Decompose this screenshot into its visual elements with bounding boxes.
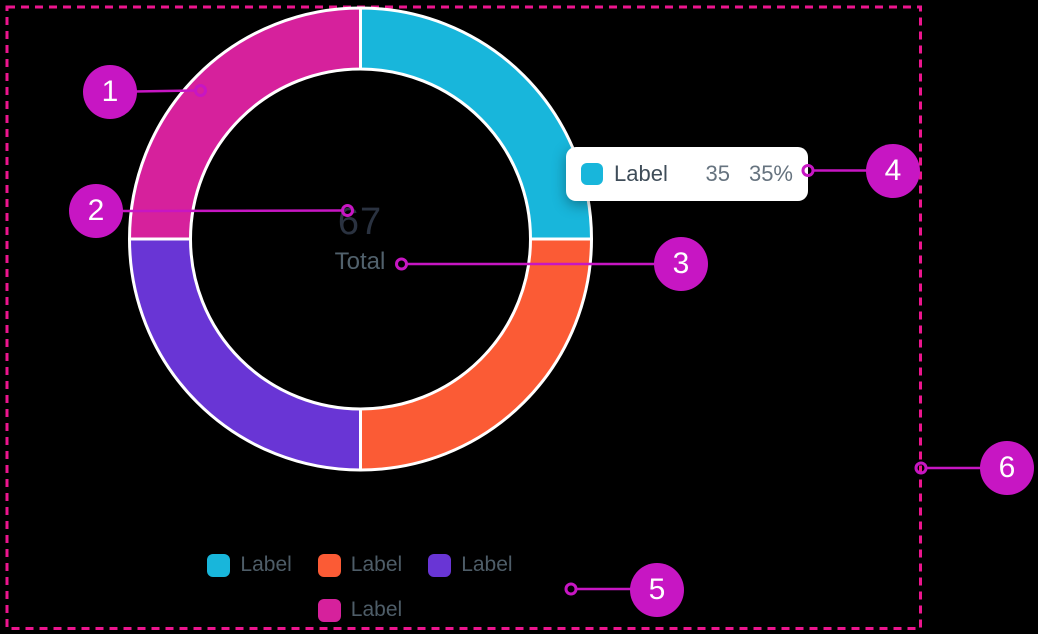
legend-label: Label (350, 553, 403, 576)
callout-marker-1: 1 (83, 65, 137, 119)
donut-segment-4[interactable] (128, 6, 362, 241)
callout-marker-2: 2 (69, 184, 123, 238)
tooltip-series-swatch-icon (581, 163, 603, 185)
legend-item[interactable]: Label (207, 553, 292, 577)
callout-marker-5: 5 (630, 563, 684, 617)
donut-chart (128, 6, 593, 472)
legend-swatch-icon (317, 598, 341, 622)
total-label: Total (334, 248, 386, 275)
tooltip-value: 35 (705, 161, 730, 186)
chart-legend: Label Label Label Label (0, 553, 720, 622)
legend-label: Label (461, 553, 513, 576)
chart-tooltip: Label 35 35% (566, 147, 808, 201)
legend-row: Label (317, 598, 403, 622)
donut-center-text: 67 Total (258, 203, 462, 274)
callout-marker-4: 4 (866, 144, 920, 198)
tooltip-percent: 35% (748, 161, 793, 186)
legend-row: Label Label Label (207, 553, 513, 577)
legend-label: Label (240, 553, 292, 576)
legend-item[interactable]: Label (317, 598, 403, 622)
legend-swatch-icon (207, 553, 231, 577)
callout-marker-3: 3 (654, 237, 708, 291)
legend-swatch-icon (317, 553, 341, 577)
legend-item[interactable]: Label (317, 553, 403, 577)
total-value: 67 (337, 201, 383, 243)
tooltip-series-label: Label (614, 161, 668, 186)
callout-marker-6: 6 (980, 441, 1034, 495)
legend-swatch-icon (428, 553, 452, 577)
chart-bounds-dashed-outline (5, 5, 922, 630)
legend-item[interactable]: Label (428, 553, 513, 577)
legend-label: Label (350, 598, 403, 621)
